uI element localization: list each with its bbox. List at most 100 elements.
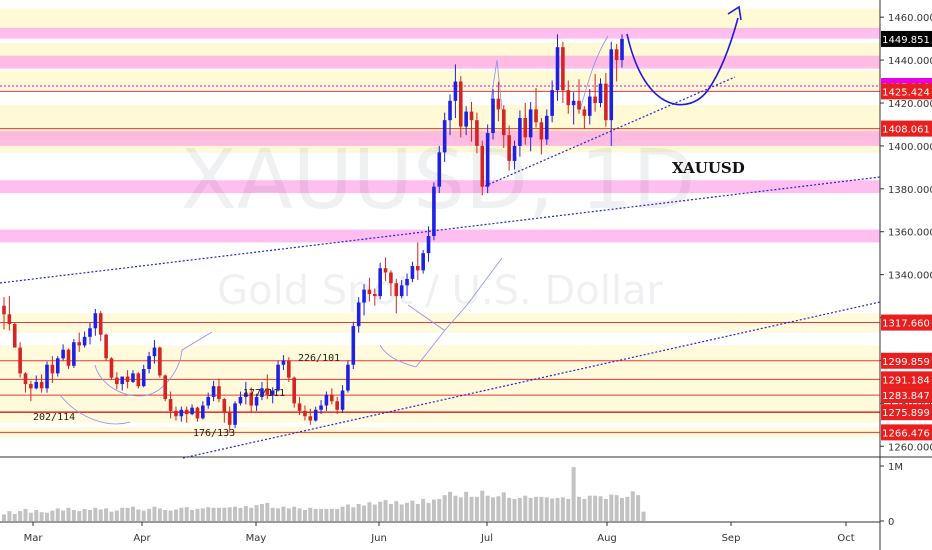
- candle[interactable]: [598, 78, 603, 108]
- candle[interactable]: [136, 372, 141, 389]
- candle[interactable]: [340, 385, 345, 414]
- lower-channel-trendline[interactable]: [182, 301, 881, 459]
- candle[interactable]: [88, 322, 92, 345]
- time-axis[interactable]: Mar Apr May Jun Jul Aug Sep Oct: [24, 522, 855, 544]
- candle[interactable]: [190, 404, 194, 416]
- candle[interactable]: [485, 124, 490, 194]
- candle[interactable]: [458, 76, 463, 138]
- candle[interactable]: [518, 110, 522, 157]
- candle[interactable]: [432, 182, 436, 241]
- candle[interactable]: [442, 112, 447, 162]
- candle[interactable]: [206, 392, 211, 409]
- candlestick-series[interactable]: [2, 34, 624, 433]
- candle[interactable]: [453, 64, 458, 119]
- candle[interactable]: [480, 140, 485, 196]
- rising-support-trendline[interactable]: [484, 76, 736, 187]
- candle[interactable]: [217, 378, 221, 403]
- candle[interactable]: [405, 273, 409, 297]
- candle[interactable]: [534, 87, 538, 128]
- candle[interactable]: [2, 297, 6, 330]
- candle[interactable]: [319, 400, 323, 415]
- candle[interactable]: [604, 72, 608, 127]
- candle[interactable]: [233, 401, 237, 429]
- candle[interactable]: [389, 270, 393, 297]
- candle[interactable]: [50, 356, 55, 383]
- candle[interactable]: [184, 406, 189, 423]
- candle[interactable]: [351, 321, 356, 370]
- candle[interactable]: [270, 387, 275, 404]
- candle[interactable]: [93, 308, 98, 336]
- candle[interactable]: [201, 401, 205, 420]
- candle[interactable]: [362, 284, 366, 316]
- candle[interactable]: [555, 34, 560, 101]
- candle[interactable]: [141, 364, 146, 388]
- candle[interactable]: [45, 361, 49, 393]
- candle[interactable]: [7, 296, 12, 331]
- candle[interactable]: [448, 94, 452, 136]
- candle[interactable]: [587, 89, 592, 125]
- candle[interactable]: [609, 41, 614, 146]
- candle[interactable]: [561, 41, 565, 103]
- candle[interactable]: [104, 333, 108, 361]
- candle[interactable]: [577, 79, 581, 114]
- candle[interactable]: [66, 348, 71, 370]
- candle[interactable]: [437, 145, 442, 194]
- candle[interactable]: [335, 396, 339, 415]
- candle[interactable]: [163, 374, 168, 402]
- candle[interactable]: [98, 311, 103, 342]
- candle[interactable]: [593, 74, 597, 112]
- candle[interactable]: [356, 297, 361, 333]
- candle[interactable]: [620, 34, 624, 68]
- candle[interactable]: [614, 43, 619, 82]
- candle[interactable]: [394, 278, 399, 314]
- candle[interactable]: [125, 370, 130, 389]
- candle[interactable]: [238, 391, 243, 406]
- candle[interactable]: [61, 344, 65, 361]
- candle[interactable]: [426, 226, 431, 262]
- candle[interactable]: [265, 374, 270, 400]
- candle[interactable]: [378, 262, 382, 300]
- candle[interactable]: [373, 288, 377, 306]
- candle[interactable]: [120, 376, 125, 391]
- candle[interactable]: [421, 249, 425, 274]
- candle[interactable]: [528, 101, 533, 152]
- candle[interactable]: [410, 261, 415, 283]
- candle[interactable]: [12, 322, 17, 348]
- candle[interactable]: [523, 102, 528, 145]
- candle[interactable]: [168, 391, 173, 419]
- candle[interactable]: [174, 406, 178, 421]
- candle[interactable]: [211, 380, 216, 402]
- candle[interactable]: [222, 397, 227, 423]
- candle[interactable]: [227, 406, 232, 433]
- candle[interactable]: [415, 242, 420, 280]
- candle[interactable]: [496, 81, 501, 122]
- candle[interactable]: [330, 388, 334, 405]
- candle[interactable]: [399, 279, 404, 299]
- candle[interactable]: [115, 372, 119, 390]
- candle[interactable]: [254, 393, 259, 411]
- candle[interactable]: [308, 408, 313, 425]
- candle[interactable]: [292, 376, 296, 408]
- candle[interactable]: [34, 375, 39, 390]
- candle[interactable]: [29, 380, 33, 402]
- candle[interactable]: [55, 356, 60, 377]
- candle[interactable]: [147, 351, 151, 374]
- candle[interactable]: [260, 381, 264, 401]
- candle[interactable]: [297, 396, 302, 416]
- candle[interactable]: [491, 89, 495, 140]
- candle[interactable]: [109, 357, 114, 380]
- candle[interactable]: [464, 106, 468, 136]
- candle[interactable]: [281, 355, 286, 371]
- candle[interactable]: [571, 92, 576, 125]
- candle[interactable]: [550, 80, 554, 123]
- candle[interactable]: [287, 357, 291, 382]
- candle[interactable]: [18, 342, 22, 378]
- candle[interactable]: [383, 257, 388, 282]
- candle[interactable]: [276, 360, 280, 392]
- candle[interactable]: [539, 118, 544, 155]
- candle[interactable]: [367, 277, 372, 302]
- candle[interactable]: [131, 370, 135, 383]
- candle[interactable]: [152, 340, 157, 364]
- candle[interactable]: [566, 80, 571, 114]
- candle[interactable]: [23, 372, 28, 393]
